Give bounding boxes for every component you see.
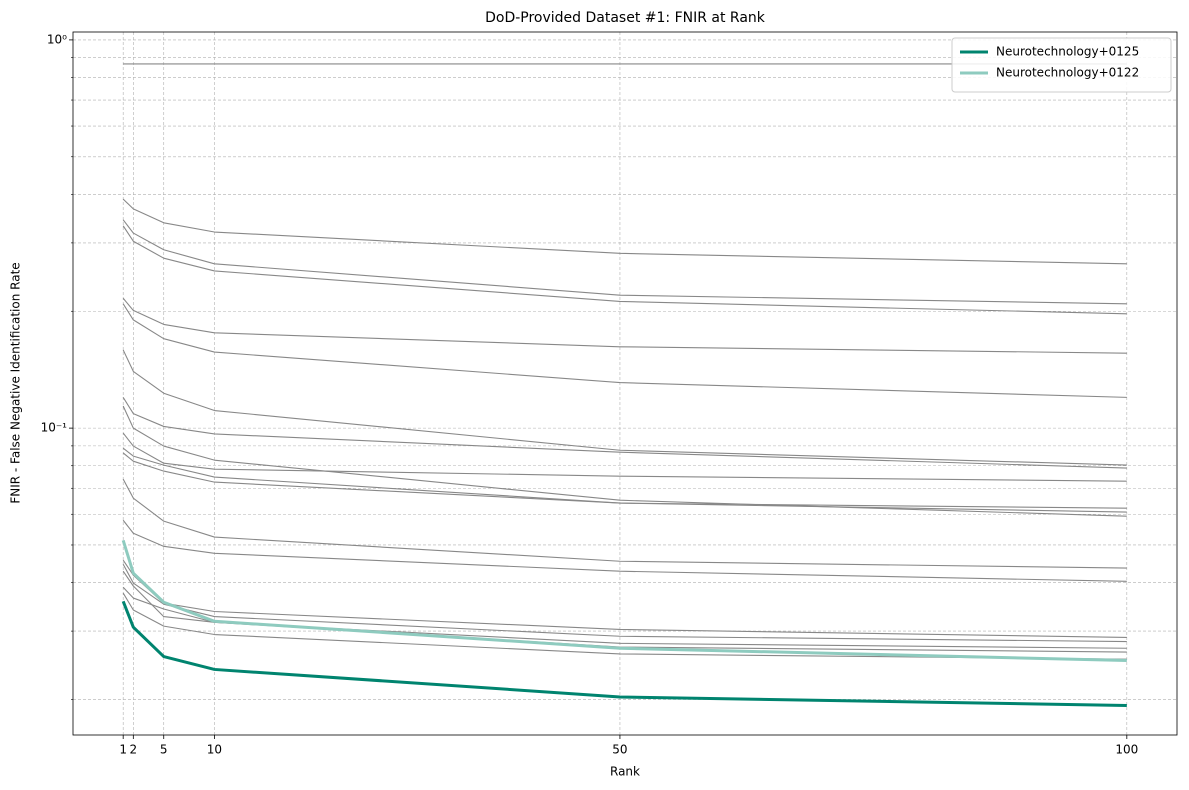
reference-line — [122, 225, 1127, 315]
x-tick-label: 100 — [1115, 743, 1138, 757]
reference-line — [122, 570, 1127, 649]
x-tick-label: 1 — [119, 743, 127, 757]
x-tick-label: 5 — [160, 743, 168, 757]
reference-line — [122, 349, 1127, 466]
series-line — [121, 539, 1127, 663]
reference-line — [122, 447, 1127, 513]
reference-line — [122, 219, 1127, 305]
reference-line — [122, 586, 1127, 653]
reference-line — [122, 432, 1127, 482]
x-tick-label: 10 — [207, 743, 222, 757]
x-tick-label: 2 — [129, 743, 137, 757]
legend-label: Neurotechnology+0122 — [996, 66, 1139, 80]
reference-line — [122, 397, 1127, 469]
reference-line — [122, 592, 1127, 660]
legend-label: Neurotechnology+0125 — [996, 45, 1139, 59]
legend-box — [951, 37, 1172, 93]
plot-frame — [72, 31, 1178, 736]
reference-line — [122, 452, 1127, 509]
y-tick-label: 10⁻¹ — [41, 421, 68, 435]
reference-line — [122, 519, 1127, 582]
y-tick-label: 10⁰ — [47, 32, 67, 46]
reference-line — [122, 405, 1127, 517]
x-tick-label: 50 — [612, 743, 627, 757]
reference-line — [122, 478, 1127, 569]
reference-line — [122, 297, 1127, 354]
chart-title: DoD-Provided Dataset #1: FNIR at Rank — [485, 10, 766, 26]
reference-line — [122, 303, 1127, 398]
reference-line — [122, 198, 1127, 265]
x-axis-label: Rank — [610, 765, 640, 779]
y-axis-label: FNIR - False Negative Identification Rat… — [9, 262, 23, 503]
series-line — [121, 600, 1127, 707]
